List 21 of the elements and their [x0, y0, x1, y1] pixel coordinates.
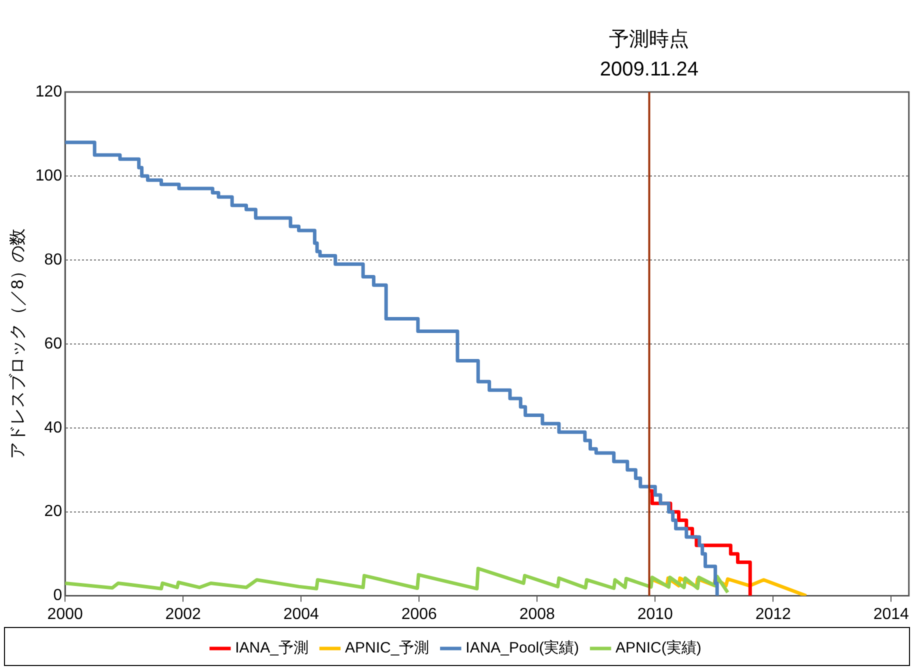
- x-tick-label: 2002: [165, 606, 202, 623]
- x-tick-label: 2010: [637, 606, 674, 623]
- x-tick-label: 2004: [283, 606, 320, 623]
- y-tick-label: 100: [35, 167, 62, 184]
- y-tick-label: 40: [44, 419, 62, 436]
- y-tick-label: 120: [35, 83, 62, 100]
- legend-label: IANA_Pool(実績): [466, 640, 580, 657]
- legend-label: APNIC_予測: [344, 640, 430, 657]
- x-tick-label: 2012: [755, 606, 792, 623]
- y-axis-title: アドレスブロック（／8）の数: [8, 228, 27, 460]
- ref-line-label: 予測時点 2009.11.24: [600, 28, 699, 81]
- legend-label: IANA_予測: [235, 640, 308, 657]
- y-tick-label: 80: [44, 251, 62, 268]
- x-tick-label: 2006: [401, 606, 438, 623]
- x-tick-label: 2008: [519, 606, 556, 623]
- y-tick-label: 0: [53, 587, 62, 604]
- x-tick-label: 2014: [873, 606, 910, 623]
- y-tick-label: 20: [44, 503, 62, 520]
- y-tick-label: 60: [44, 335, 62, 352]
- x-tick-label: 2000: [47, 606, 83, 623]
- legend-label: APNIC(実績): [616, 640, 702, 657]
